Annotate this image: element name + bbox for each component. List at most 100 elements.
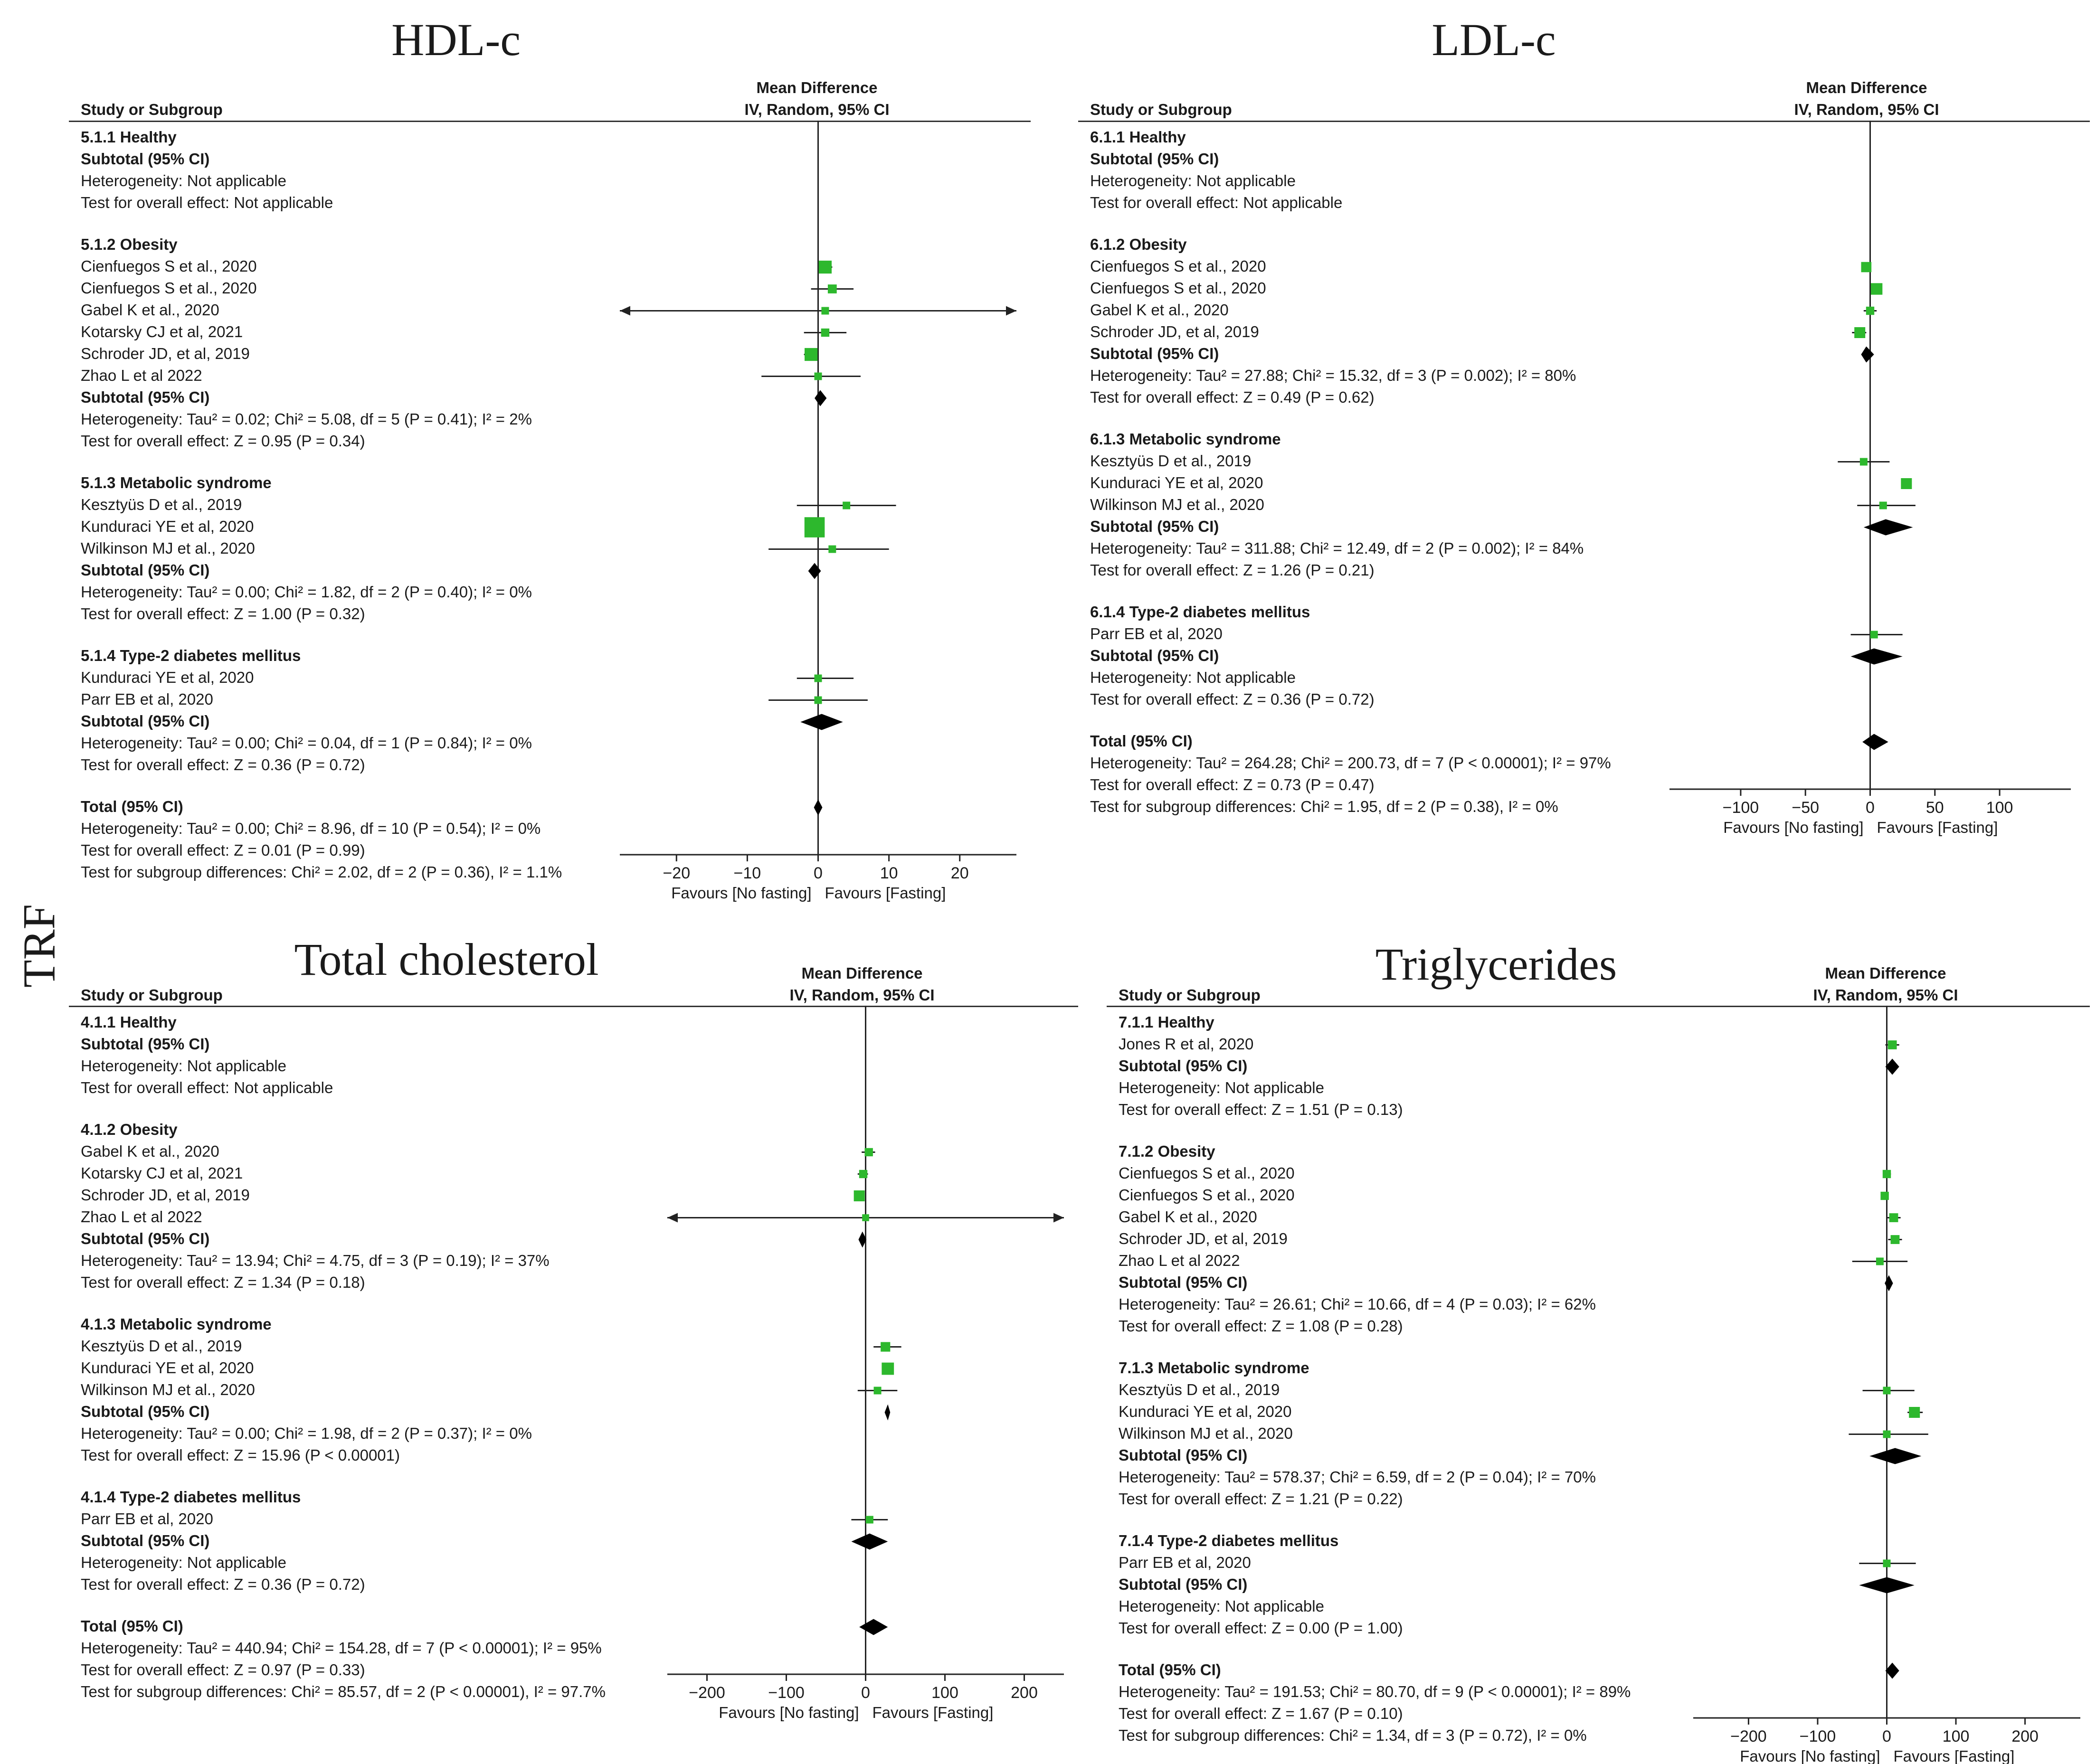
study-marker (882, 1362, 894, 1375)
study-marker (1889, 1213, 1898, 1222)
study-label: Schroder JD, et al, 2019 (1090, 323, 1259, 340)
subtotal-diamond (1859, 1577, 1915, 1594)
favours-right-label: Favours [Fasting] (825, 884, 946, 902)
subgroup-heading: 6.1.2 Obesity (1090, 236, 1187, 253)
statistic-text: Heterogeneity: Not applicable (1119, 1079, 1324, 1096)
statistic-text: Test for overall effect: Z = 0.95 (P = 0… (81, 432, 365, 450)
study-marker (865, 1516, 873, 1524)
study-label: Cienfuegos S et al., 2020 (81, 257, 257, 275)
study-label: Wilkinson MJ et al., 2020 (1090, 496, 1264, 513)
subtotal-label: Subtotal (95% CI) (81, 1230, 210, 1247)
total-diamond (1885, 1662, 1899, 1679)
study-label: Cienfuegos S et al., 2020 (1090, 279, 1266, 297)
study-label: Wilkinson MJ et al., 2020 (81, 1381, 255, 1398)
study-column-header: Study or Subgroup (1119, 986, 1261, 1004)
statistic-text: Test for overall effect: Z = 0.36 (P = 0… (1090, 690, 1375, 708)
x-tick-label: −20 (663, 864, 690, 882)
favours-left-label: Favours [No fasting] (1740, 1747, 1880, 1764)
study-label: Zhao L et al 2022 (81, 1208, 202, 1226)
statistic-text: Test for overall effect: Z = 1.34 (P = 0… (81, 1273, 365, 1291)
statistic-text: Test for overall effect: Z = 1.08 (P = 0… (1119, 1317, 1403, 1335)
study-marker (881, 1342, 891, 1352)
statistic-text: Test for overall effect: Z = 15.96 (P < … (81, 1446, 400, 1464)
study-label: Kotarsky CJ et al, 2021 (81, 1164, 243, 1182)
study-label: Kesztyüs D et al., 2019 (1090, 452, 1252, 470)
x-tick-label: 20 (951, 864, 969, 882)
x-tick-label: −50 (1792, 799, 1819, 817)
statistic-text: Test for overall effect: Z = 0.97 (P = 0… (81, 1661, 365, 1679)
study-marker (843, 501, 851, 509)
effect-header-line1: Mean Difference (1806, 79, 1927, 96)
statistic-text: Heterogeneity: Tau² = 27.88; Chi² = 15.3… (1090, 367, 1576, 384)
subtotal-diamond (851, 1533, 888, 1550)
statistic-text: Test for overall effect: Z = 0.49 (P = 0… (1090, 388, 1375, 406)
x-tick-label: 0 (814, 864, 823, 882)
study-marker (827, 284, 837, 293)
statistic-text: Test for subgroup differences: Chi² = 1.… (1090, 798, 1558, 815)
statistic-text: Heterogeneity: Tau² = 440.94; Chi² = 154… (81, 1639, 602, 1657)
study-marker (818, 260, 832, 274)
subtotal-label: Subtotal (95% CI) (81, 388, 210, 406)
subtotal-diamond (800, 714, 843, 730)
study-marker (804, 348, 818, 361)
statistic-text: Test for overall effect: Z = 0.00 (P = 1… (1119, 1619, 1403, 1637)
total-diamond (859, 1619, 888, 1635)
effect-header-line2: IV, Random, 95% CI (744, 101, 890, 118)
x-tick-label: 200 (1011, 1684, 1038, 1702)
study-label: Kesztyüs D et al., 2019 (81, 1337, 242, 1355)
subtotal-diamond (884, 1404, 891, 1421)
subtotal-diamond (1861, 346, 1874, 363)
study-label: Parr EB et al, 2020 (81, 690, 213, 708)
study-label: Cienfuegos S et al., 2020 (1119, 1186, 1295, 1204)
study-marker (1883, 1430, 1891, 1438)
study-label: Wilkinson MJ et al., 2020 (1119, 1424, 1293, 1442)
chart-title: Total cholesterol (294, 934, 599, 985)
chart-title: Triglycerides (1375, 939, 1617, 990)
header-rule (1078, 121, 2090, 122)
statistic-text: Test for overall effect: Z = 1.51 (P = 0… (1119, 1101, 1403, 1118)
study-label: Zhao L et al 2022 (1119, 1252, 1240, 1269)
effect-header-line2: IV, Random, 95% CI (1794, 101, 1939, 118)
study-marker (1876, 1257, 1884, 1265)
study-label: Gabel K et al., 2020 (81, 1142, 219, 1160)
favours-left-label: Favours [No fasting] (719, 1704, 859, 1721)
effect-header-line2: IV, Random, 95% CI (789, 986, 935, 1004)
x-tick-label: 0 (1882, 1727, 1891, 1745)
x-tick-label: −200 (1730, 1727, 1767, 1745)
statistic-text: Heterogeneity: Not applicable (81, 172, 286, 189)
statistic-text: Test for overall effect: Not applicable (81, 1079, 333, 1096)
statistic-text: Test for subgroup differences: Chi² = 85… (81, 1683, 606, 1700)
total-label: Total (95% CI) (81, 798, 183, 815)
study-marker (828, 545, 836, 553)
study-label: Kunduraci YE et al, 2020 (1090, 474, 1263, 491)
total-label: Total (95% CI) (1119, 1661, 1221, 1679)
x-tick-label: −200 (689, 1684, 725, 1702)
study-marker (1882, 1170, 1891, 1179)
study-marker (804, 517, 825, 538)
x-tick-label: 50 (1926, 799, 1944, 817)
statistic-text: Heterogeneity: Not applicable (1090, 669, 1296, 686)
study-marker (814, 372, 822, 380)
study-label: Cienfuegos S et al., 2020 (81, 279, 257, 297)
study-marker (1883, 1559, 1891, 1567)
study-label: Parr EB et al, 2020 (1090, 625, 1223, 642)
subtotal-diamond (1885, 1058, 1899, 1075)
subgroup-heading: 6.1.3 Metabolic syndrome (1090, 430, 1281, 448)
study-label: Parr EB et al, 2020 (1119, 1554, 1251, 1571)
x-tick-label: 100 (1943, 1727, 1970, 1745)
ci-arrow-right (1053, 1213, 1064, 1223)
statistic-text: Test for overall effect: Z = 0.36 (P = 0… (81, 1575, 365, 1593)
study-column-header: Study or Subgroup (81, 101, 223, 118)
total-diamond (1862, 734, 1888, 750)
subtotal-label: Subtotal (95% CI) (1090, 647, 1219, 664)
study-label: Kunduraci YE et al, 2020 (81, 669, 254, 686)
x-tick-label: 0 (1866, 799, 1875, 817)
subtotal-label: Subtotal (95% CI) (1090, 518, 1219, 535)
statistic-text: Test for overall effect: Z = 1.21 (P = 0… (1119, 1490, 1403, 1508)
study-marker (1866, 306, 1875, 315)
ci-arrow-right (1006, 306, 1016, 316)
ci-arrow-left (620, 306, 630, 316)
subtotal-diamond (858, 1231, 867, 1248)
study-label: Kotarsky CJ et al, 2021 (81, 323, 243, 340)
subgroup-heading: 4.1.3 Metabolic syndrome (81, 1315, 272, 1333)
